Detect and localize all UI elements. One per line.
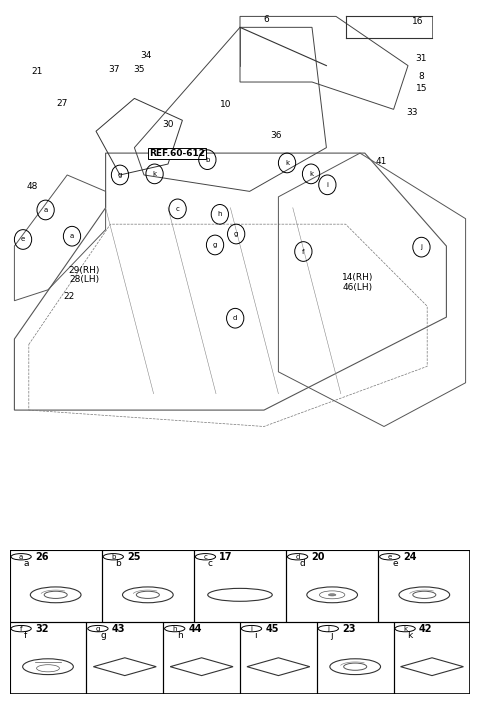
Bar	[10, 550, 102, 622]
Bar	[240, 622, 317, 694]
Text: d: d	[295, 554, 300, 560]
Text: 15: 15	[416, 84, 427, 93]
Text: k: k	[408, 631, 413, 640]
Text: g: g	[96, 625, 100, 632]
Text: 31: 31	[416, 54, 427, 63]
Text: j: j	[331, 631, 333, 640]
Text: 33: 33	[406, 107, 418, 116]
Text: 32: 32	[35, 624, 48, 634]
Text: c: c	[176, 206, 180, 212]
Text: 24: 24	[404, 552, 417, 562]
Text: 8: 8	[419, 72, 424, 81]
Text: 6: 6	[264, 15, 269, 24]
Text: 48: 48	[27, 182, 38, 191]
Text: 37: 37	[108, 65, 120, 74]
Text: g: g	[234, 231, 239, 237]
Text: a: a	[19, 554, 23, 560]
Bar	[317, 622, 394, 694]
Bar	[378, 550, 470, 622]
Text: d: d	[300, 559, 306, 568]
Text: 21: 21	[32, 67, 43, 76]
Bar	[194, 550, 286, 622]
Text: 20: 20	[312, 552, 325, 562]
Text: a: a	[44, 207, 48, 213]
Text: i: i	[251, 625, 252, 632]
Bar	[394, 622, 470, 694]
Text: k: k	[285, 160, 289, 166]
Text: f: f	[302, 249, 305, 254]
Text: b: b	[116, 559, 121, 568]
Text: REF.60-612: REF.60-612	[149, 149, 205, 158]
Text: h: h	[177, 631, 183, 640]
Text: f: f	[24, 631, 27, 640]
Text: 16: 16	[412, 18, 423, 27]
Text: 25: 25	[127, 552, 141, 562]
Text: h: h	[172, 625, 177, 632]
Text: e: e	[388, 554, 392, 560]
Text: k: k	[153, 171, 156, 177]
Text: 14(RH): 14(RH)	[342, 273, 373, 283]
Circle shape	[328, 594, 336, 596]
Bar	[102, 550, 194, 622]
Text: 17: 17	[219, 552, 233, 562]
Text: 42: 42	[419, 624, 432, 634]
Text: 28(LH): 28(LH)	[69, 275, 99, 285]
Text: j: j	[327, 625, 329, 632]
Bar	[163, 622, 240, 694]
Text: 46(LH): 46(LH)	[343, 283, 372, 292]
Text: 45: 45	[265, 624, 279, 634]
Text: e: e	[392, 559, 398, 568]
Text: h: h	[217, 211, 222, 217]
Bar	[86, 622, 163, 694]
Text: 10: 10	[220, 100, 231, 109]
Text: 29(RH): 29(RH)	[68, 266, 100, 275]
Text: 26: 26	[35, 552, 48, 562]
Bar	[10, 622, 86, 694]
Text: k: k	[403, 625, 407, 632]
Text: 34: 34	[141, 51, 152, 60]
Text: a: a	[70, 233, 74, 239]
Text: 41: 41	[376, 157, 387, 166]
Text: g: g	[118, 172, 122, 178]
Text: k: k	[309, 171, 313, 177]
Text: c: c	[204, 554, 207, 560]
Text: b: b	[205, 156, 210, 163]
Text: d: d	[233, 315, 238, 321]
Text: i: i	[326, 182, 328, 188]
Text: f: f	[20, 625, 23, 632]
Text: 44: 44	[189, 624, 202, 634]
Text: e: e	[21, 236, 25, 243]
Text: 36: 36	[270, 131, 282, 140]
Bar	[286, 550, 378, 622]
Text: j: j	[420, 244, 422, 250]
Text: c: c	[208, 559, 213, 568]
Text: 27: 27	[57, 100, 68, 109]
Text: 23: 23	[342, 624, 356, 634]
Text: 35: 35	[133, 65, 145, 74]
Text: 30: 30	[162, 120, 174, 129]
Text: g: g	[100, 631, 106, 640]
Text: g: g	[213, 242, 217, 248]
Text: i: i	[254, 631, 256, 640]
Text: b: b	[111, 554, 116, 560]
Text: a: a	[24, 559, 29, 568]
Text: 43: 43	[112, 624, 125, 634]
Text: 22: 22	[63, 292, 74, 301]
